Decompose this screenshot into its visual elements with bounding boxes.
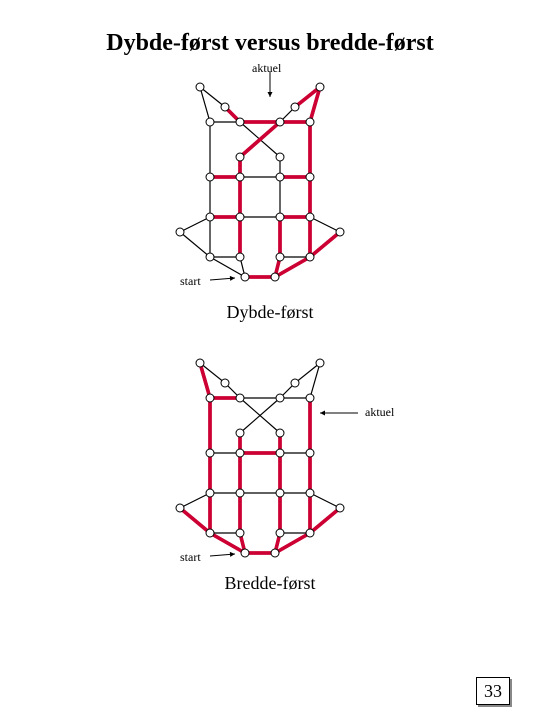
graph-dfs: aktuel start [0,67,540,327]
graph-bfs: aktuel start [0,343,540,593]
aktuel-label-1: aktuel [252,61,281,76]
aktuel-label-2: aktuel [365,405,394,420]
start-label-2: start [180,550,201,565]
page-title: Dybde-først versus bredde-først [0,0,540,57]
page-number: 33 [476,677,510,705]
start-label-1: start [180,274,201,289]
